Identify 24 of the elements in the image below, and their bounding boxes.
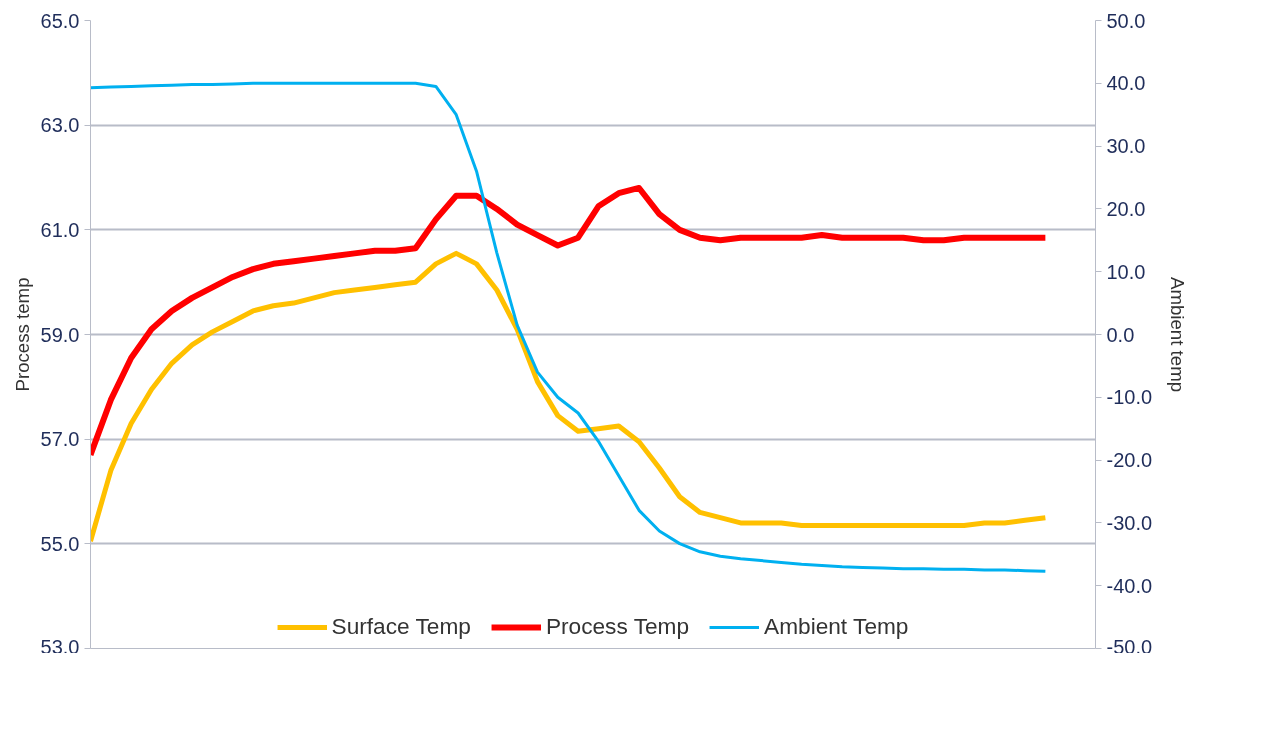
y2-tick-label: -20.0 <box>1106 449 1153 472</box>
line-series <box>90 81 1047 573</box>
y-tick-label: 63.0 <box>40 114 80 137</box>
y-tick-label: 53.0 <box>40 635 80 658</box>
y-tick-label: 65.0 <box>40 9 80 32</box>
y2-tick-label: 50.0 <box>1106 9 1146 32</box>
y-tick-label: 55.0 <box>40 532 80 555</box>
y2-tick-label: -50.0 <box>1106 635 1153 658</box>
y2-tick-label: 0.0 <box>1106 323 1135 346</box>
legend-label: Process Temp <box>545 613 690 640</box>
legend-label: Surface Temp <box>331 613 471 640</box>
y2-tick-label: -40.0 <box>1106 574 1153 597</box>
y-axis-title: Process temp <box>11 277 33 392</box>
y2-tick-label: 30.0 <box>1106 135 1146 158</box>
y2-tick-label: -30.0 <box>1106 511 1153 534</box>
y2-tick-label: 10.0 <box>1106 260 1146 283</box>
y2-axis-title: Ambient temp <box>1167 276 1189 393</box>
y-tick-label: 57.0 <box>40 428 80 451</box>
y2-tick-label: 20.0 <box>1106 197 1146 220</box>
legend-label: Ambient Temp <box>764 613 909 640</box>
y-tick-label: 61.0 <box>40 218 80 241</box>
y2-tick-label: -10.0 <box>1106 386 1153 409</box>
y2-tick-label: 40.0 <box>1106 72 1146 95</box>
y-tick-label: 59.0 <box>40 323 80 346</box>
